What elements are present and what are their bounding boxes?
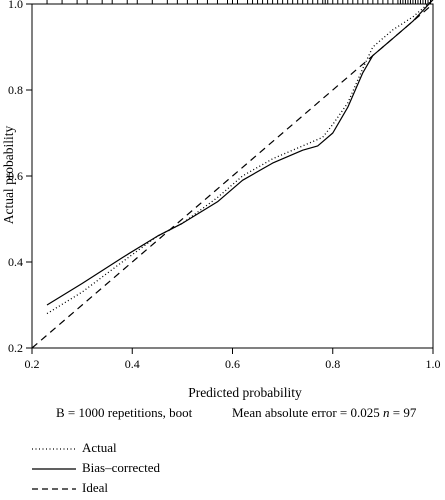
x-tick-label: 0.4	[125, 357, 140, 371]
y-tick-label: 0.2	[8, 341, 23, 355]
bootstrap-note: B = 1000 repetitions, boot	[56, 405, 193, 420]
plot-area	[31, 0, 434, 349]
y-tick-label: 0.4	[8, 255, 23, 269]
calibration-chart: 0.2 0.4 0.6 0.8 1.0 0.2 0.4 0.6 0.8 1.0 Predicted…	[1, 0, 441, 400]
dotted-line-swatch	[32, 448, 76, 450]
y-tick-label: 0.6	[8, 169, 23, 183]
solid-line-swatch	[32, 468, 76, 470]
mae-text: Mean absolute error = 0.025	[232, 405, 380, 420]
y-tick-label: 0.8	[8, 83, 23, 97]
series-line-dotted	[46, 0, 434, 315]
axes: 0.2 0.4 0.6 0.8 1.0 0.2 0.4 0.6 0.8 1.0	[8, 0, 441, 371]
series-line-solid	[46, 0, 434, 306]
legend-label-actual: Actual	[82, 440, 117, 455]
y-axis-title: Actual probability	[1, 125, 16, 224]
x-tick-label: 0.2	[25, 357, 40, 371]
legend-label-bias-corrected: Bias–corrected	[82, 460, 160, 475]
legend-label-ideal: Ideal	[82, 480, 108, 495]
n-label: n	[383, 405, 390, 420]
y-tick-label: 1.0	[8, 0, 23, 11]
x-axis-title: Predicted probability	[188, 385, 302, 400]
dashed-line-swatch	[32, 488, 76, 490]
x-tick-label: 0.8	[325, 357, 340, 371]
x-tick-label: 0.6	[225, 357, 240, 371]
x-tick-label: 1.0	[426, 357, 441, 371]
rug-marks	[46, 0, 431, 4]
n-value: = 97	[392, 405, 417, 420]
error-note: Mean absolute error = 0.025 n = 97	[232, 405, 416, 421]
series-line-dashed	[31, 3, 434, 349]
